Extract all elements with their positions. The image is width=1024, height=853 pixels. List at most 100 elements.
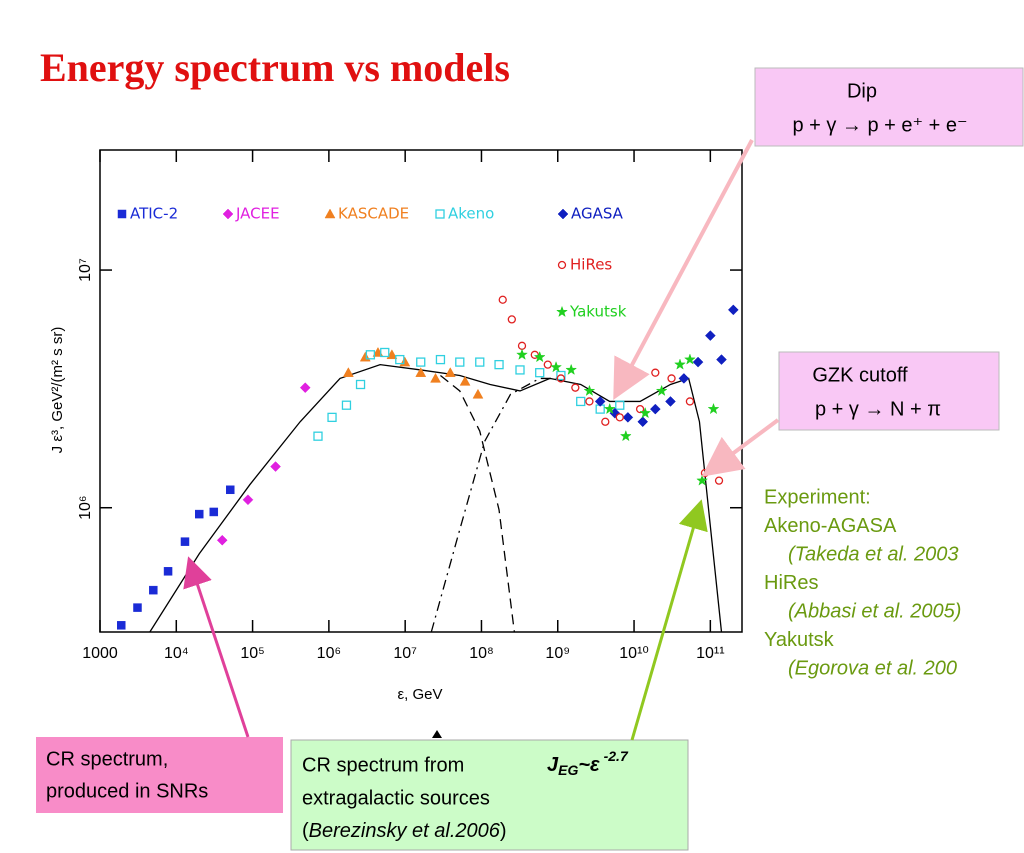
data-point [583,384,596,397]
legend-marker [557,260,567,270]
data-point [619,429,632,442]
data-point [543,360,552,369]
data-point [649,403,661,415]
data-point [692,356,704,368]
dip-arrow [613,139,754,401]
data-point [430,372,441,383]
snr-line: produced in SNRs [46,780,208,802]
x-tick-label: 10⁷ [393,645,417,662]
experiment-line: (Takeda et al. 2003 [788,543,959,565]
data-point [133,603,142,612]
data-point [195,509,204,519]
eg-box [290,739,689,851]
model-curve [440,375,516,633]
slide-title: Energy spectrum vs models [40,45,510,90]
legend-marker [556,305,568,318]
data-point [455,357,465,367]
data-point [226,485,235,495]
data-point [163,567,173,576]
x-tick-label: 10⁸ [469,645,494,662]
data-point [622,412,634,423]
data-point [603,402,616,415]
eg-ref: (Berezinsky et al.2006) [302,820,507,842]
data-point [696,474,709,486]
data-point [601,417,610,426]
formula-sub: EG [558,762,578,778]
data-point [530,350,539,359]
data-point [639,406,652,419]
data-point [665,396,676,407]
data-point [498,295,507,304]
data-point [637,416,649,428]
data-point [117,621,126,630]
snr-line: CR spectrum, [46,748,168,770]
data-point [615,400,625,410]
model-curve [430,377,561,633]
gzk-reaction: p + γ → N + π [815,398,941,420]
experiment-line: (Egorova et al. 200 [788,657,957,679]
legend-label: Yakutsk [569,303,627,321]
data-point [533,350,546,363]
data-point [365,350,376,360]
data-point [714,476,724,485]
data-point [556,370,566,381]
x-tick-label: 10¹⁰ [619,645,649,662]
data-point [494,359,504,370]
data-point [716,354,727,365]
experiment-list: Experiment: Akeno-AGASA (Takeda et al. 200… [764,486,961,679]
dip-reaction: p + γ → p + e⁺ + e⁻ [792,114,967,136]
legend-label: AGASA [571,205,624,223]
data-point [678,373,690,384]
eg-line: extragalactic sources [302,787,490,809]
eg-formula: JEG~ε -2.7 [547,748,629,778]
triangle-marker [432,730,442,738]
dip-title: Dip [847,80,877,102]
data-point [242,494,254,506]
data-point [585,397,594,406]
data-point [615,413,624,422]
data-point [651,368,660,377]
data-point [216,534,228,546]
data-point [556,374,566,383]
data-point [299,382,311,394]
x-tick-label: 10⁵ [240,645,264,662]
data-point [507,315,516,324]
data-point [683,353,696,365]
formula-mid: ~ε [578,754,600,776]
legend-label: KASCADE [338,205,409,223]
data-point [571,383,580,392]
data-point [459,375,471,386]
data-point [674,358,686,370]
y-axis-label: J ε³, GeV²/(m² s sr) [49,327,66,454]
data-point [704,330,716,341]
formula-sup: -2.7 [604,748,629,764]
data-point [685,397,695,406]
x-tick-label: 1000 [82,645,118,662]
legend-marker [435,209,445,219]
legend-marker [222,208,234,220]
data-point [435,354,446,365]
data-point [576,396,586,407]
plot-area: 1000 10⁴ 10⁵ 10⁶ 10⁷ 10⁸ 10⁹ 10¹⁰ 10¹¹ 10⁶ 10⁷ ATIC… [77,150,742,662]
data-point [517,341,527,350]
snr-arrow [183,556,250,738]
data-point [635,404,645,414]
ref: Berezinsky et al.2006 [309,820,501,842]
eg-arrow [630,499,708,741]
data-point [565,363,578,375]
data-point [516,348,528,360]
data-point [415,367,427,377]
legend-marker [117,209,127,219]
data-point [472,388,484,399]
formula-base: J [547,754,559,776]
gzk-arrow [701,418,780,477]
data-point [416,357,426,367]
plot-frame [99,149,743,633]
paren: ) [500,820,507,842]
data-point [209,507,219,517]
data-point [313,431,323,441]
experiment-line: Yakutsk [764,629,835,651]
data-point [359,351,371,362]
y-tick-label: 10⁷ [77,258,94,282]
legend-label: Akeno [448,205,494,223]
